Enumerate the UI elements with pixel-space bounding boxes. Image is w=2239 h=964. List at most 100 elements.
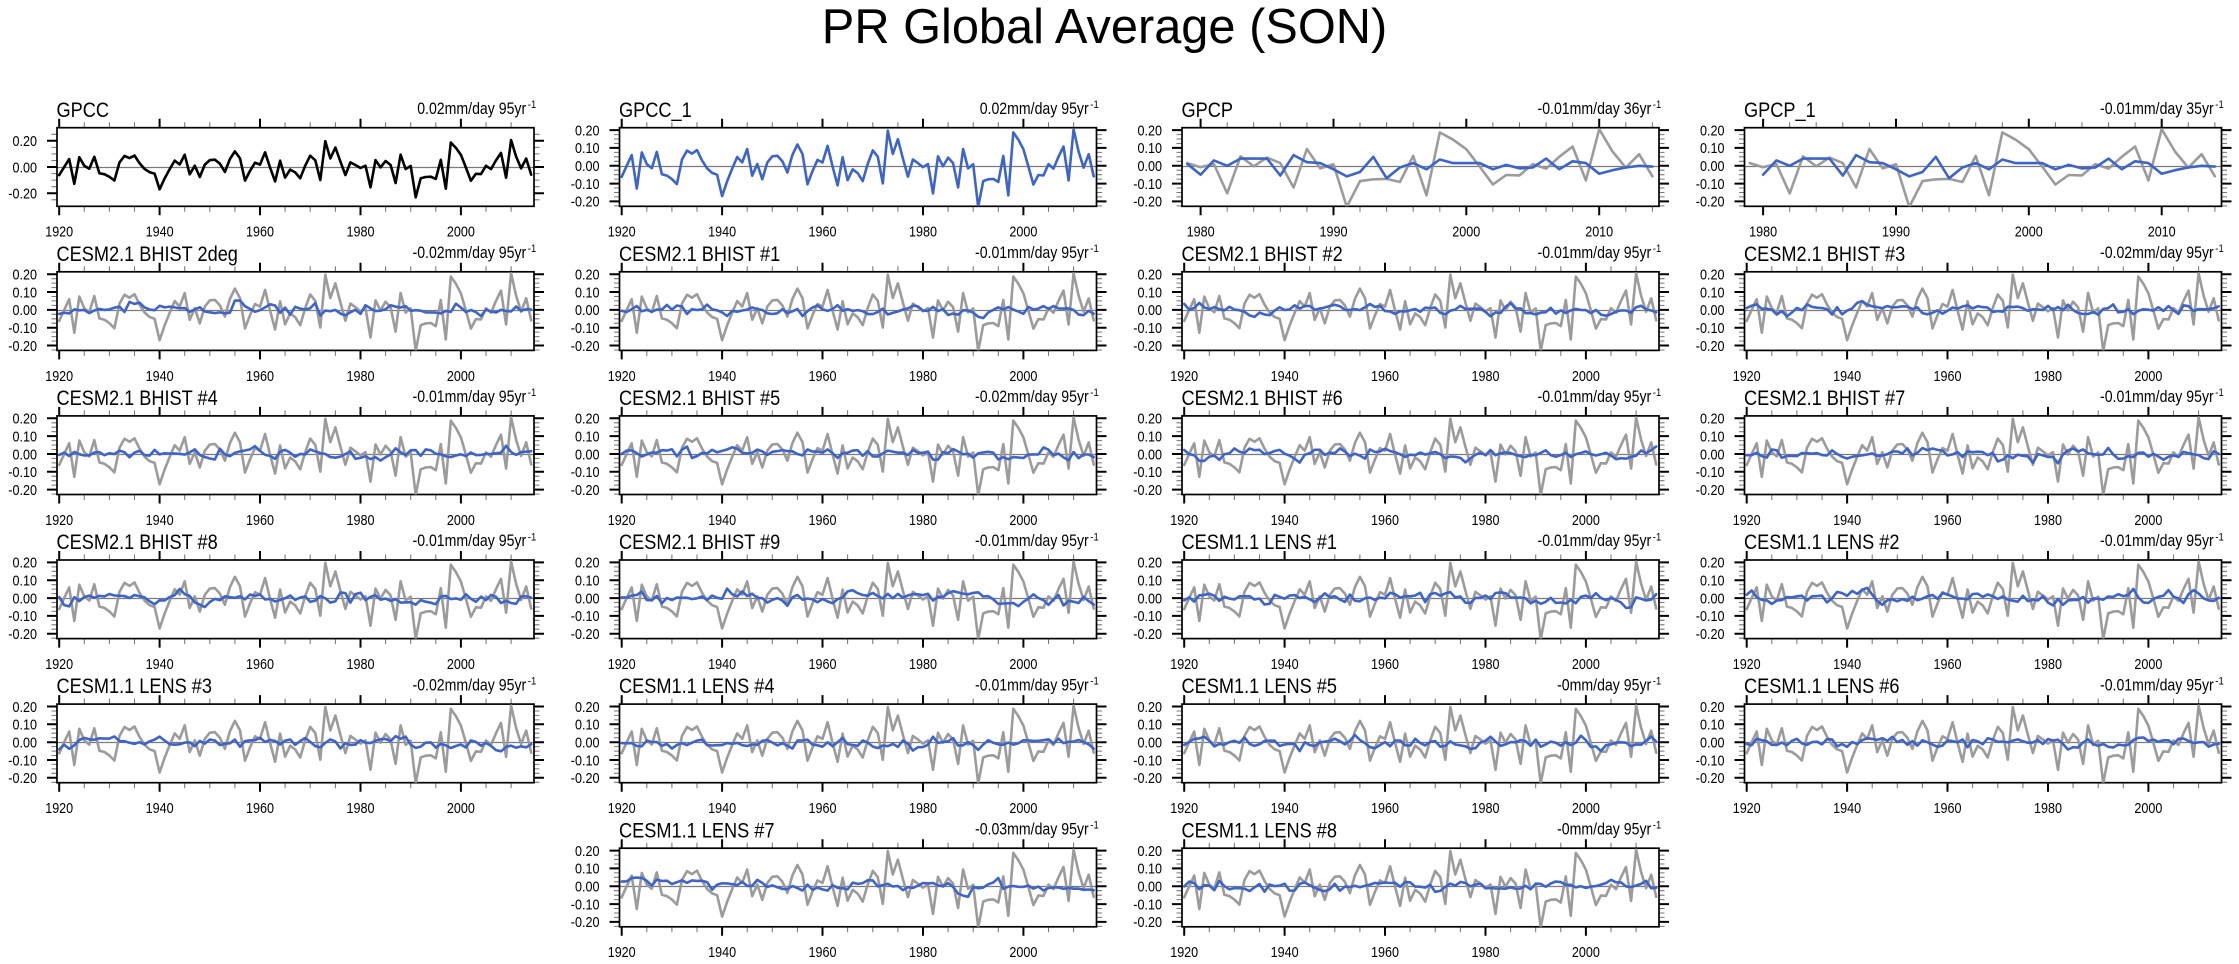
svg-text:1920: 1920: [1170, 656, 1198, 673]
svg-text:1940: 1940: [1271, 368, 1299, 385]
svg-text:-0.01mm/day 95yr: -0.01mm/day 95yr: [975, 532, 1089, 550]
svg-text:1940: 1940: [1833, 512, 1861, 529]
svg-text:1940: 1940: [708, 368, 736, 385]
svg-text:0.20: 0.20: [575, 699, 600, 716]
svg-text:1920: 1920: [1170, 368, 1198, 385]
svg-text:1920: 1920: [608, 800, 636, 817]
svg-text:-0.03mm/day 95yr: -0.03mm/day 95yr: [975, 820, 1089, 838]
svg-text:1940: 1940: [1833, 800, 1861, 817]
svg-text:1920: 1920: [608, 224, 636, 241]
svg-text:CESM2.1 BHIST #8: CESM2.1 BHIST #8: [57, 531, 218, 554]
svg-text:CESM2.1 BHIST 2deg: CESM2.1 BHIST 2deg: [57, 243, 238, 266]
svg-text:-0.20: -0.20: [571, 770, 600, 787]
svg-text:0.10: 0.10: [575, 428, 600, 445]
svg-text:0.10: 0.10: [575, 573, 600, 590]
svg-text:0.00: 0.00: [13, 446, 38, 463]
svg-text:1960: 1960: [1934, 656, 1962, 673]
svg-text:-0.01mm/day 95yr: -0.01mm/day 95yr: [1538, 388, 1652, 406]
svg-text:-0.20: -0.20: [1133, 770, 1162, 787]
svg-text:-0.10: -0.10: [1133, 896, 1162, 913]
svg-text:-1: -1: [1090, 99, 1098, 111]
svg-text:0.20: 0.20: [13, 133, 38, 150]
svg-text:0.20: 0.20: [1138, 267, 1163, 284]
svg-text:1940: 1940: [146, 656, 174, 673]
svg-text:-0.01mm/day 95yr: -0.01mm/day 95yr: [1538, 532, 1652, 550]
svg-text:CESM1.1 LENS #1: CESM1.1 LENS #1: [1182, 531, 1338, 554]
svg-text:2000: 2000: [2134, 800, 2162, 817]
svg-text:CESM2.1 BHIST #1: CESM2.1 BHIST #1: [619, 243, 780, 266]
svg-text:GPCC_1: GPCC_1: [619, 99, 692, 122]
svg-text:0.00: 0.00: [1700, 302, 1725, 319]
svg-text:-0.01mm/day 95yr: -0.01mm/day 95yr: [413, 532, 527, 550]
svg-text:2000: 2000: [1009, 944, 1037, 961]
svg-text:1960: 1960: [246, 224, 274, 241]
svg-text:-0.10: -0.10: [8, 320, 37, 337]
svg-text:1940: 1940: [1833, 368, 1861, 385]
svg-text:1960: 1960: [246, 800, 274, 817]
svg-text:CESM2.1 BHIST #6: CESM2.1 BHIST #6: [1182, 387, 1343, 410]
svg-text:0.00: 0.00: [575, 158, 600, 175]
svg-text:1960: 1960: [809, 512, 837, 529]
svg-text:0.20: 0.20: [1138, 555, 1163, 572]
svg-text:0.00: 0.00: [1138, 302, 1163, 319]
svg-text:0.00: 0.00: [1138, 158, 1163, 175]
svg-text:0.10: 0.10: [13, 428, 38, 445]
svg-text:CESM2.1 BHIST #3: CESM2.1 BHIST #3: [1744, 243, 1905, 266]
svg-text:1960: 1960: [1371, 944, 1399, 961]
svg-text:1940: 1940: [1833, 656, 1861, 673]
svg-text:1960: 1960: [809, 800, 837, 817]
svg-text:2000: 2000: [1009, 512, 1037, 529]
svg-text:1980: 1980: [1472, 944, 1500, 961]
svg-text:2000: 2000: [447, 368, 475, 385]
svg-text:CESM1.1 LENS #6: CESM1.1 LENS #6: [1744, 675, 1900, 698]
svg-text:GPCP: GPCP: [1182, 99, 1234, 122]
svg-text:-0.01mm/day 95yr: -0.01mm/day 95yr: [2100, 388, 2214, 406]
svg-text:0.00: 0.00: [13, 159, 38, 176]
svg-text:CESM2.1 BHIST #9: CESM2.1 BHIST #9: [619, 531, 780, 554]
svg-text:CESM1.1 LENS #7: CESM1.1 LENS #7: [619, 819, 775, 842]
svg-text:GPCC: GPCC: [57, 99, 110, 122]
svg-text:-0.20: -0.20: [8, 770, 37, 787]
svg-text:2000: 2000: [447, 656, 475, 673]
svg-text:-0.10: -0.10: [1133, 608, 1162, 625]
svg-text:0.00: 0.00: [1700, 446, 1725, 463]
svg-text:-0.10: -0.10: [1133, 176, 1162, 193]
svg-text:CESM1.1 LENS #4: CESM1.1 LENS #4: [619, 675, 775, 698]
svg-text:-1: -1: [528, 243, 536, 255]
svg-text:1980: 1980: [909, 224, 937, 241]
svg-text:-1: -1: [1653, 387, 1661, 399]
svg-text:1940: 1940: [1271, 800, 1299, 817]
svg-text:1920: 1920: [45, 368, 73, 385]
svg-text:-1: -1: [528, 387, 536, 399]
svg-text:1980: 1980: [347, 656, 375, 673]
svg-text:0.10: 0.10: [575, 717, 600, 734]
svg-text:-0.01mm/day 36yr: -0.01mm/day 36yr: [1538, 100, 1652, 118]
svg-text:-0.01mm/day 95yr: -0.01mm/day 95yr: [2100, 532, 2214, 550]
svg-text:2000: 2000: [1572, 656, 1600, 673]
svg-text:-0.10: -0.10: [8, 752, 37, 769]
svg-text:0.00: 0.00: [13, 302, 38, 319]
svg-text:0.20: 0.20: [575, 267, 600, 284]
svg-text:2000: 2000: [447, 800, 475, 817]
svg-text:1980: 1980: [347, 800, 375, 817]
svg-text:2000: 2000: [2015, 224, 2043, 241]
svg-text:1940: 1940: [146, 512, 174, 529]
svg-text:-0.10: -0.10: [1696, 752, 1725, 769]
svg-text:1990: 1990: [1320, 224, 1348, 241]
svg-text:0.20: 0.20: [13, 267, 38, 284]
svg-text:0.00: 0.00: [13, 735, 38, 752]
svg-text:1980: 1980: [2034, 512, 2062, 529]
svg-text:0.10: 0.10: [1138, 573, 1163, 590]
svg-text:0.20: 0.20: [1138, 843, 1163, 860]
svg-text:1920: 1920: [45, 656, 73, 673]
svg-text:-1: -1: [528, 99, 536, 111]
svg-text:CESM2.1 BHIST #5: CESM2.1 BHIST #5: [619, 387, 780, 410]
svg-text:0.10: 0.10: [575, 861, 600, 878]
svg-text:-1: -1: [1653, 820, 1661, 832]
svg-text:-0.10: -0.10: [571, 320, 600, 337]
svg-text:0.00: 0.00: [575, 302, 600, 319]
svg-text:-0.01mm/day 95yr: -0.01mm/day 95yr: [413, 388, 527, 406]
svg-text:0.20: 0.20: [13, 699, 38, 716]
svg-text:0.20: 0.20: [575, 411, 600, 428]
svg-text:1940: 1940: [708, 512, 736, 529]
